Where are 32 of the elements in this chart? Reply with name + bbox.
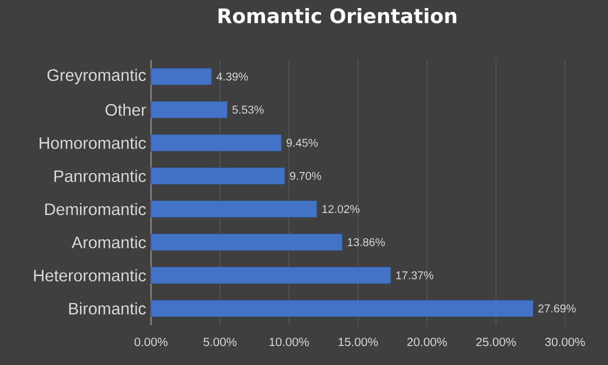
bar — [150, 200, 318, 218]
x-tick-label: 0.00% — [134, 338, 168, 346]
data-label: 9.70% — [290, 172, 322, 180]
x-tick-label: 30.00% — [545, 338, 585, 346]
y-tick-label: Greyromantic — [47, 68, 146, 84]
bar — [150, 266, 391, 284]
bar — [150, 101, 228, 118]
bar — [150, 300, 534, 317]
x-tick-label: 15.00% — [338, 338, 378, 346]
data-label: 13.86% — [348, 238, 385, 246]
bar — [150, 134, 282, 152]
x-tick-label: 10.00% — [270, 338, 309, 346]
bar — [150, 167, 286, 184]
bar — [150, 68, 212, 86]
data-label: 9.45% — [286, 138, 318, 147]
x-tick-label: 25.00% — [476, 338, 516, 346]
y-tick-label: Homoromantic — [40, 136, 146, 149]
bar — [150, 234, 343, 251]
y-tick-label: Heteroromantic — [34, 269, 146, 282]
data-label: 17.37% — [396, 271, 434, 280]
x-tick-label: 5.00% — [204, 338, 237, 346]
data-label: 12.02% — [322, 205, 360, 214]
y-tick-label: Other — [106, 104, 146, 116]
y-tick-label: Panromantic — [54, 170, 146, 182]
x-tick-label: 20.00% — [407, 338, 447, 346]
y-tick-label: Aromantic — [72, 236, 146, 248]
data-label: 5.53% — [232, 106, 264, 114]
y-tick-label: Biromantic — [69, 302, 146, 315]
data-label: 4.39% — [216, 72, 248, 81]
chart-title: Romantic Orientation — [218, 8, 456, 24]
data-label: 27.69% — [538, 304, 576, 312]
y-tick-label: Demiromantic — [45, 202, 146, 216]
